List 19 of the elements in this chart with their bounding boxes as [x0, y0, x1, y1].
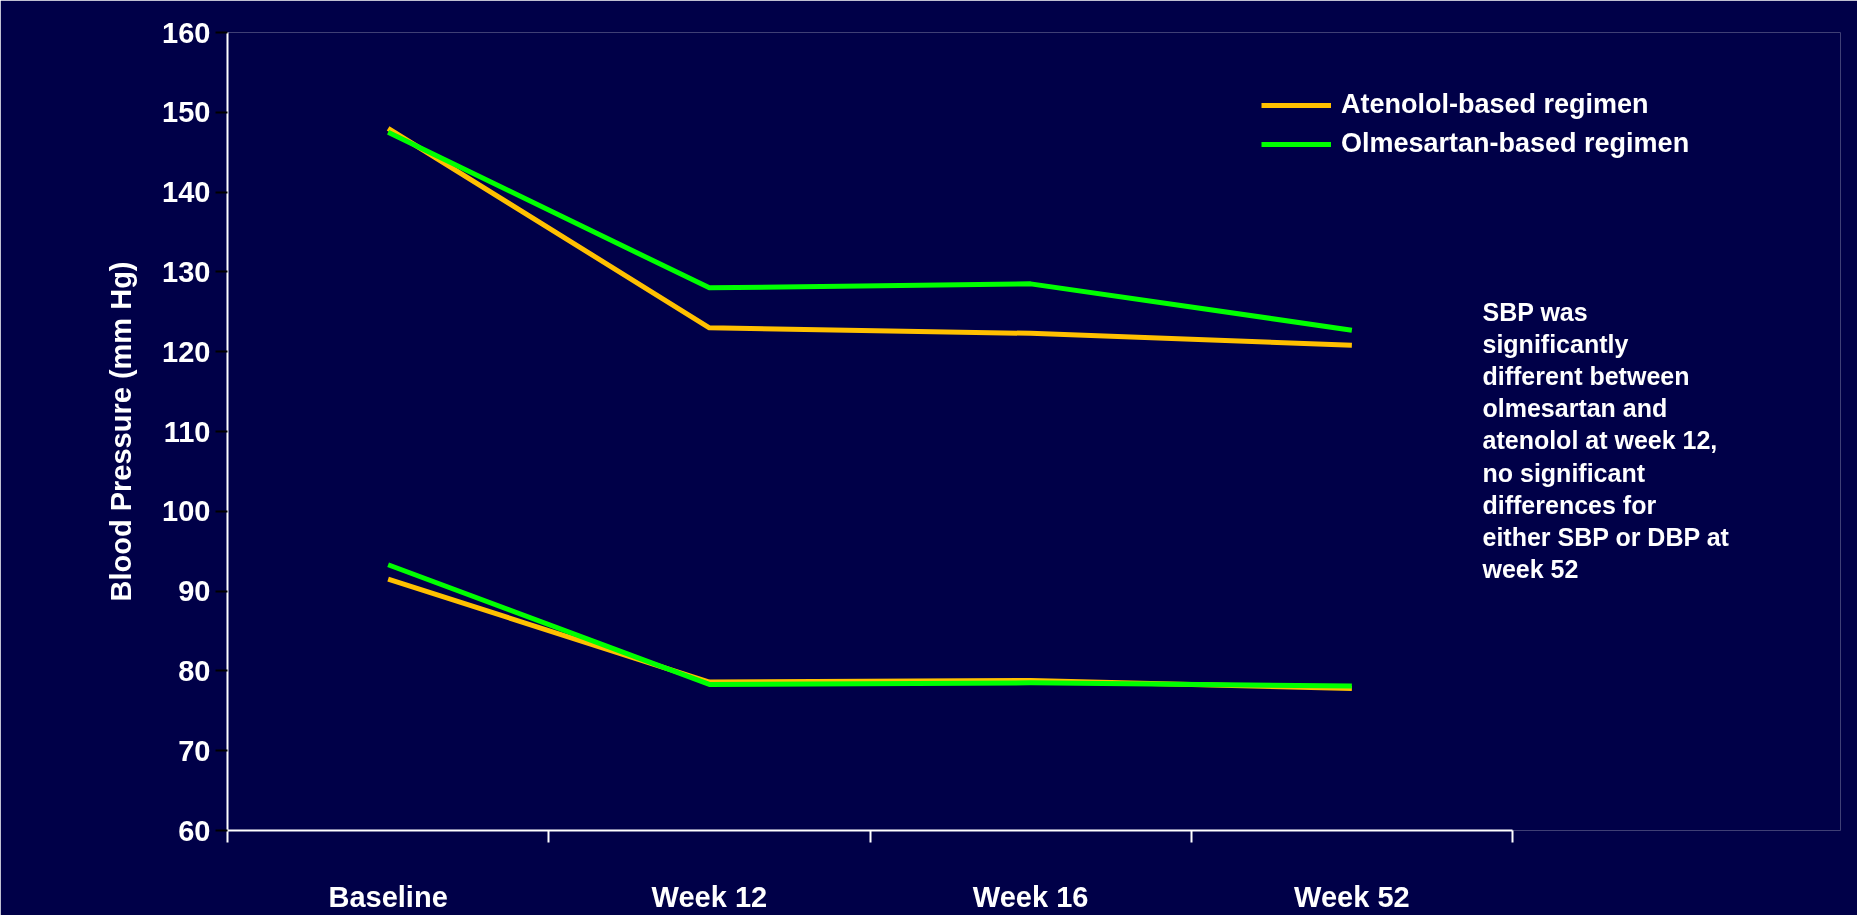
- x-tick-label: Week 16: [972, 880, 1089, 913]
- y-tick-label: 60: [178, 814, 211, 847]
- y-tick-label: 120: [162, 335, 211, 368]
- y-tick-label: 80: [178, 654, 211, 687]
- x-tick-label: Week 12: [651, 880, 768, 913]
- legend-label: Olmesartan-based regimen: [1341, 128, 1690, 159]
- y-tick-label: 130: [162, 255, 211, 288]
- y-tick-label: 140: [162, 176, 211, 209]
- y-tick-label: 160: [162, 16, 211, 49]
- y-tick-label: 110: [163, 415, 211, 448]
- x-tick-label: Week 52: [1294, 880, 1410, 913]
- text: SBP was significantly different between olmesartan and atenolol at week 12, no significant differences for either SBP or DBP at week 52: [1482, 297, 1729, 584]
- y-tick-label: 70: [178, 734, 211, 767]
- y-tick-label: 150: [162, 96, 211, 129]
- y-tick-label: 90: [178, 575, 211, 608]
- x-tick-label: Baseline: [328, 880, 448, 913]
- y-tick-label: 100: [162, 495, 211, 528]
- legend-label: Atenolol-based regimen: [1341, 89, 1649, 120]
- y-axis-title: Blood Pressure (mm Hg): [105, 261, 138, 602]
